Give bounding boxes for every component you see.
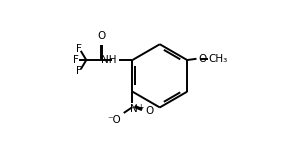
Text: ⁻O: ⁻O — [107, 115, 121, 125]
Text: F: F — [76, 44, 82, 54]
Text: F: F — [76, 66, 82, 76]
Text: F: F — [73, 55, 79, 65]
Text: +: + — [137, 103, 143, 112]
Text: NH: NH — [101, 55, 117, 65]
Text: O: O — [198, 54, 206, 64]
Text: CH₃: CH₃ — [208, 54, 227, 64]
Text: O: O — [145, 106, 154, 116]
Text: N: N — [130, 104, 138, 114]
Text: O: O — [97, 31, 106, 41]
